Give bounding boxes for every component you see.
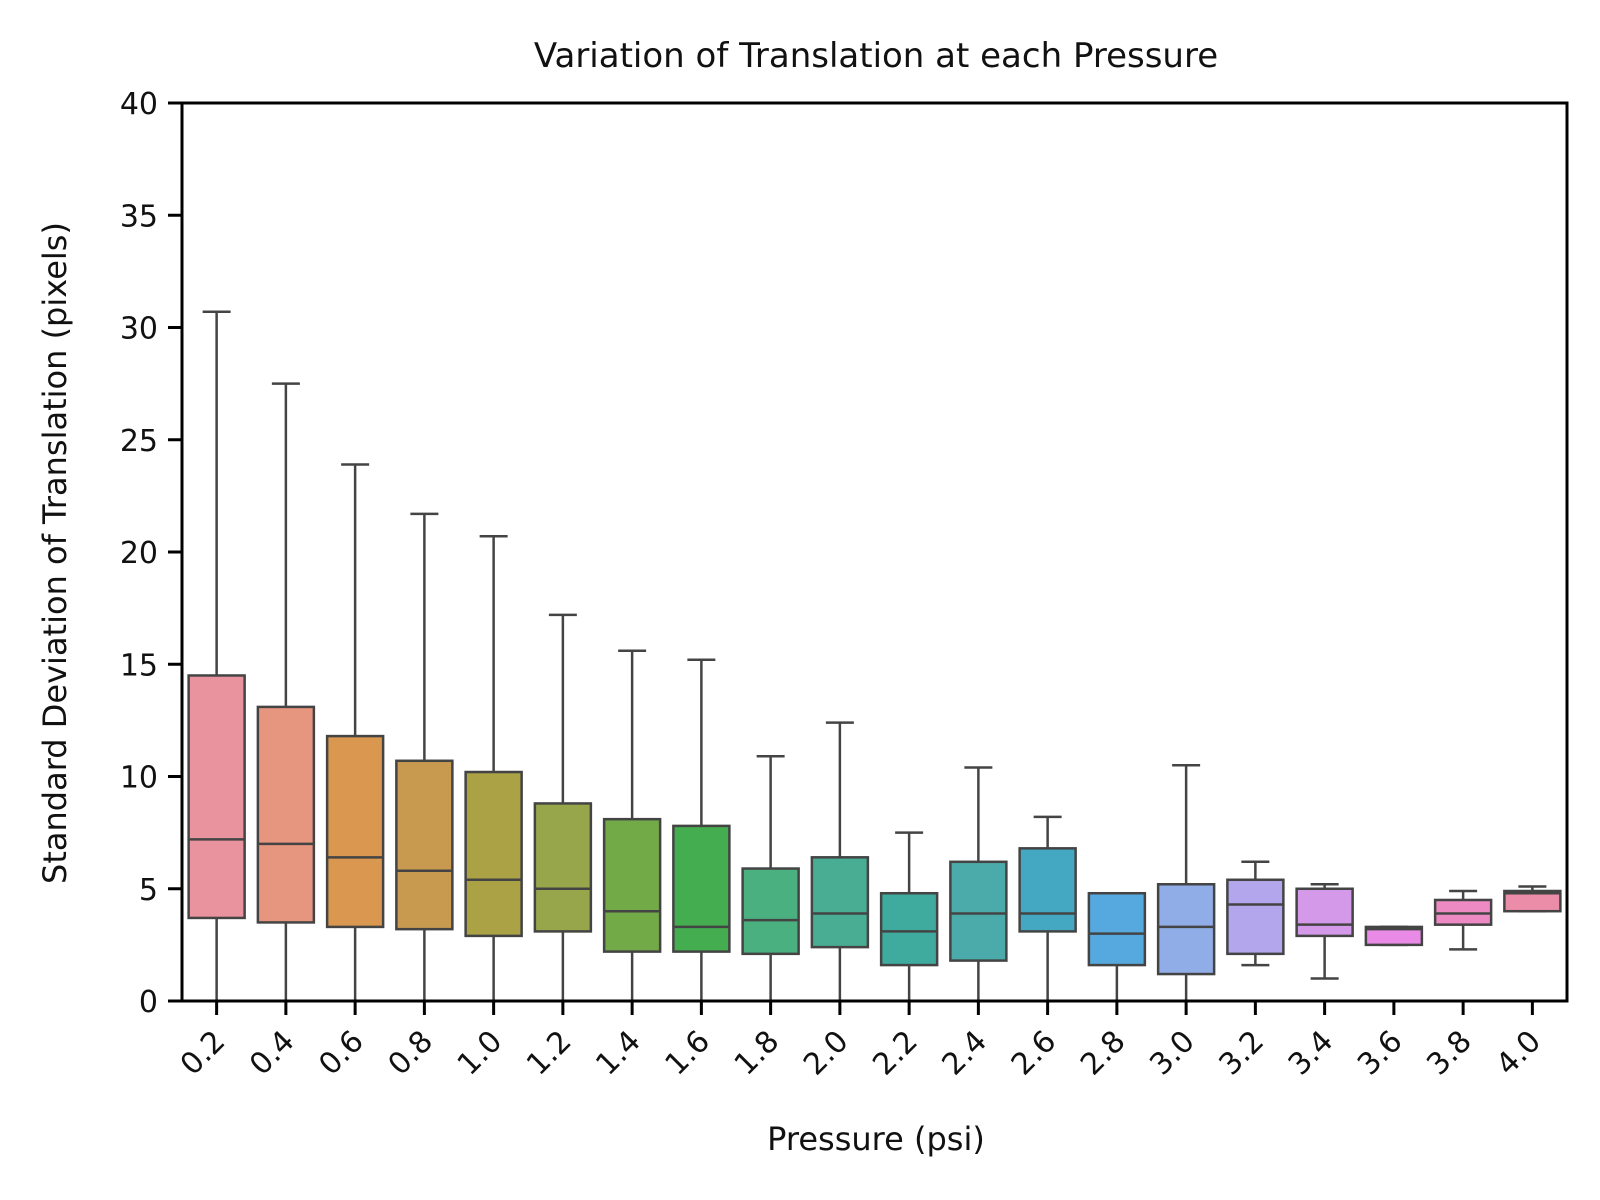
box [533, 802, 593, 933]
box [1156, 883, 1216, 976]
x-tick-label: 0.6 [312, 1024, 370, 1082]
box [1364, 925, 1424, 947]
box-group [1364, 925, 1424, 947]
box [1087, 891, 1147, 967]
box [1226, 878, 1285, 956]
x-tick-label: 2.0 [797, 1024, 855, 1082]
x-tick-label: 0.2 [174, 1024, 232, 1082]
y-tick-label: 35 [120, 199, 158, 234]
x-tick-label: 2.8 [1074, 1024, 1132, 1082]
x-tick-label: 3.0 [1143, 1024, 1201, 1082]
y-axis-label: Standard Deviation of Translation (pixel… [36, 222, 74, 884]
box [1295, 887, 1354, 938]
x-tick-label: 1.0 [451, 1024, 509, 1082]
box [187, 674, 246, 920]
box [741, 867, 800, 956]
box-group [1156, 764, 1216, 1003]
box [602, 817, 662, 953]
x-tick-label: 3.6 [1351, 1024, 1409, 1082]
box-group [1018, 815, 1077, 1003]
x-tick-label: 4.0 [1490, 1024, 1548, 1082]
box [879, 891, 939, 967]
box-group [1087, 891, 1147, 1003]
x-tick-label: 1.2 [520, 1024, 578, 1082]
box [325, 734, 385, 929]
box-group [1226, 860, 1285, 967]
x-tick-label: 2.4 [936, 1024, 994, 1082]
box-group [1503, 885, 1562, 913]
box-group [1433, 889, 1493, 951]
x-tick-label: 1.6 [659, 1024, 717, 1082]
y-tick-label: 15 [120, 648, 158, 683]
box [464, 770, 523, 938]
y-axis: 0 5 10 15 20 25 30 35 40 [120, 87, 182, 1020]
plot-frame [180, 101, 1569, 1003]
box [672, 824, 731, 953]
box-group [395, 512, 454, 1003]
y-tick-label: 30 [120, 312, 158, 347]
y-tick-label: 20 [120, 536, 158, 571]
y-tick-label: 10 [120, 761, 158, 796]
x-axis: 0.2 0.4 0.6 0.8 1.0 1.2 1.4 1.6 1.8 2.0 2.2 2.4 2.6 2… [174, 1001, 1548, 1082]
box-group [602, 649, 662, 1003]
box-group [187, 310, 246, 1003]
y-tick-label: 25 [120, 424, 158, 459]
x-tick-label: 0.8 [382, 1024, 440, 1082]
x-tick-label: 0.4 [243, 1024, 301, 1082]
y-tick-label: 0 [139, 985, 158, 1020]
y-tick-label: 40 [120, 87, 158, 122]
x-tick-label: 1.8 [728, 1024, 786, 1082]
box [395, 759, 454, 931]
box-group [464, 535, 523, 1003]
y-tick-label: 5 [139, 873, 158, 908]
x-tick-label: 3.2 [1213, 1024, 1271, 1082]
x-tick-label: 1.4 [589, 1024, 647, 1082]
box-group [810, 721, 870, 1003]
chart-title: Variation of Translation at each Pressur… [534, 36, 1218, 76]
x-axis-label: Pressure (psi) [767, 1120, 985, 1158]
box-group [879, 831, 939, 1003]
box [1018, 847, 1077, 933]
box [1503, 889, 1562, 913]
box-group [256, 382, 316, 1003]
box [810, 856, 870, 949]
box-group [741, 755, 800, 1003]
box-group [672, 658, 731, 1003]
x-tick-label: 2.6 [1005, 1024, 1063, 1082]
x-tick-label: 3.8 [1420, 1024, 1478, 1082]
box-group [325, 463, 385, 1003]
x-tick-label: 3.4 [1282, 1024, 1340, 1082]
box [256, 705, 316, 924]
box-group [949, 766, 1008, 1003]
box-group [533, 613, 593, 1003]
box [949, 860, 1008, 962]
box-series [187, 310, 1562, 1003]
box-group [1295, 883, 1354, 980]
x-tick-label: 2.2 [866, 1024, 924, 1082]
